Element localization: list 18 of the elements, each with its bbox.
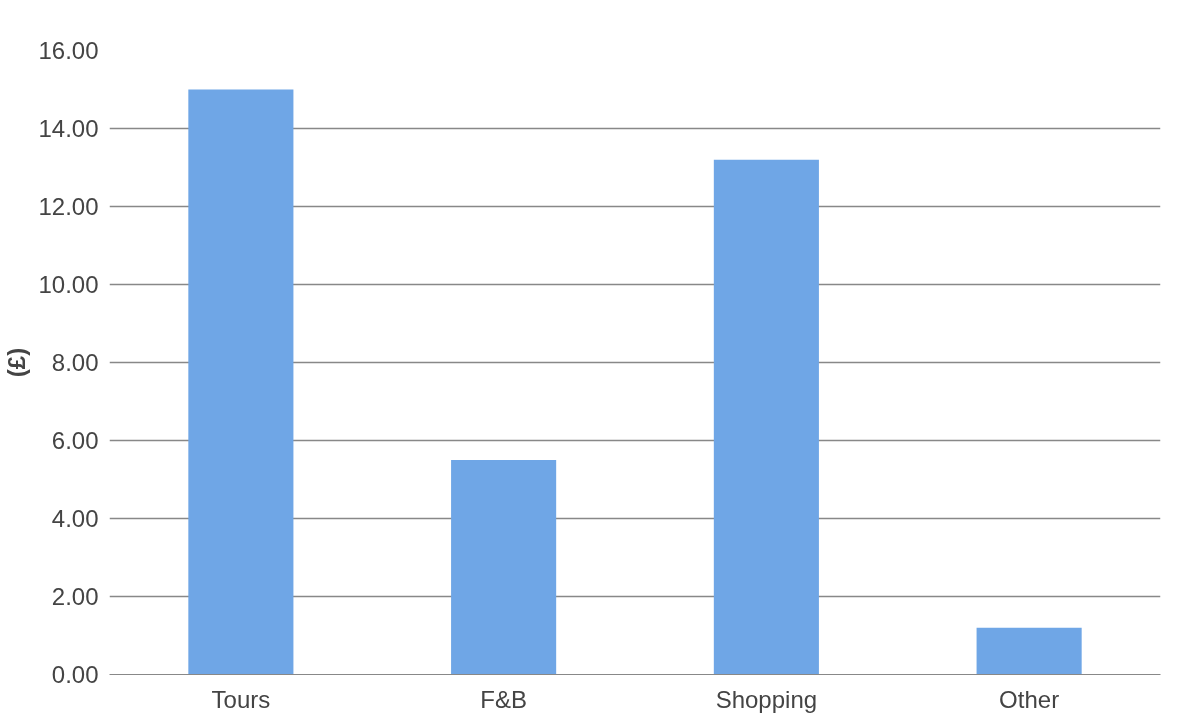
y-tick-label: 2.00 [51, 583, 99, 610]
y-tick-label: 4.00 [51, 505, 99, 532]
bar [188, 89, 294, 675]
y-tick-label: 10.00 [38, 271, 99, 298]
y-tick-label: 0.00 [51, 661, 99, 688]
y-tick-label: 8.00 [51, 349, 99, 376]
y-tick-label: 14.00 [38, 115, 99, 142]
bar [976, 627, 1082, 675]
y-tick-label: 16.00 [38, 37, 99, 64]
x-tick-label: Other [999, 685, 1060, 713]
y-tick-label: 12.00 [38, 193, 99, 220]
x-tick-label: Tours [211, 685, 271, 713]
x-tick-label: Shopping [715, 685, 818, 713]
x-tick-label: F&B [480, 685, 527, 713]
y-tick-label: 6.00 [51, 427, 99, 454]
y-axis-title: (£) [3, 347, 31, 378]
bar [713, 159, 819, 675]
bar [451, 460, 557, 675]
